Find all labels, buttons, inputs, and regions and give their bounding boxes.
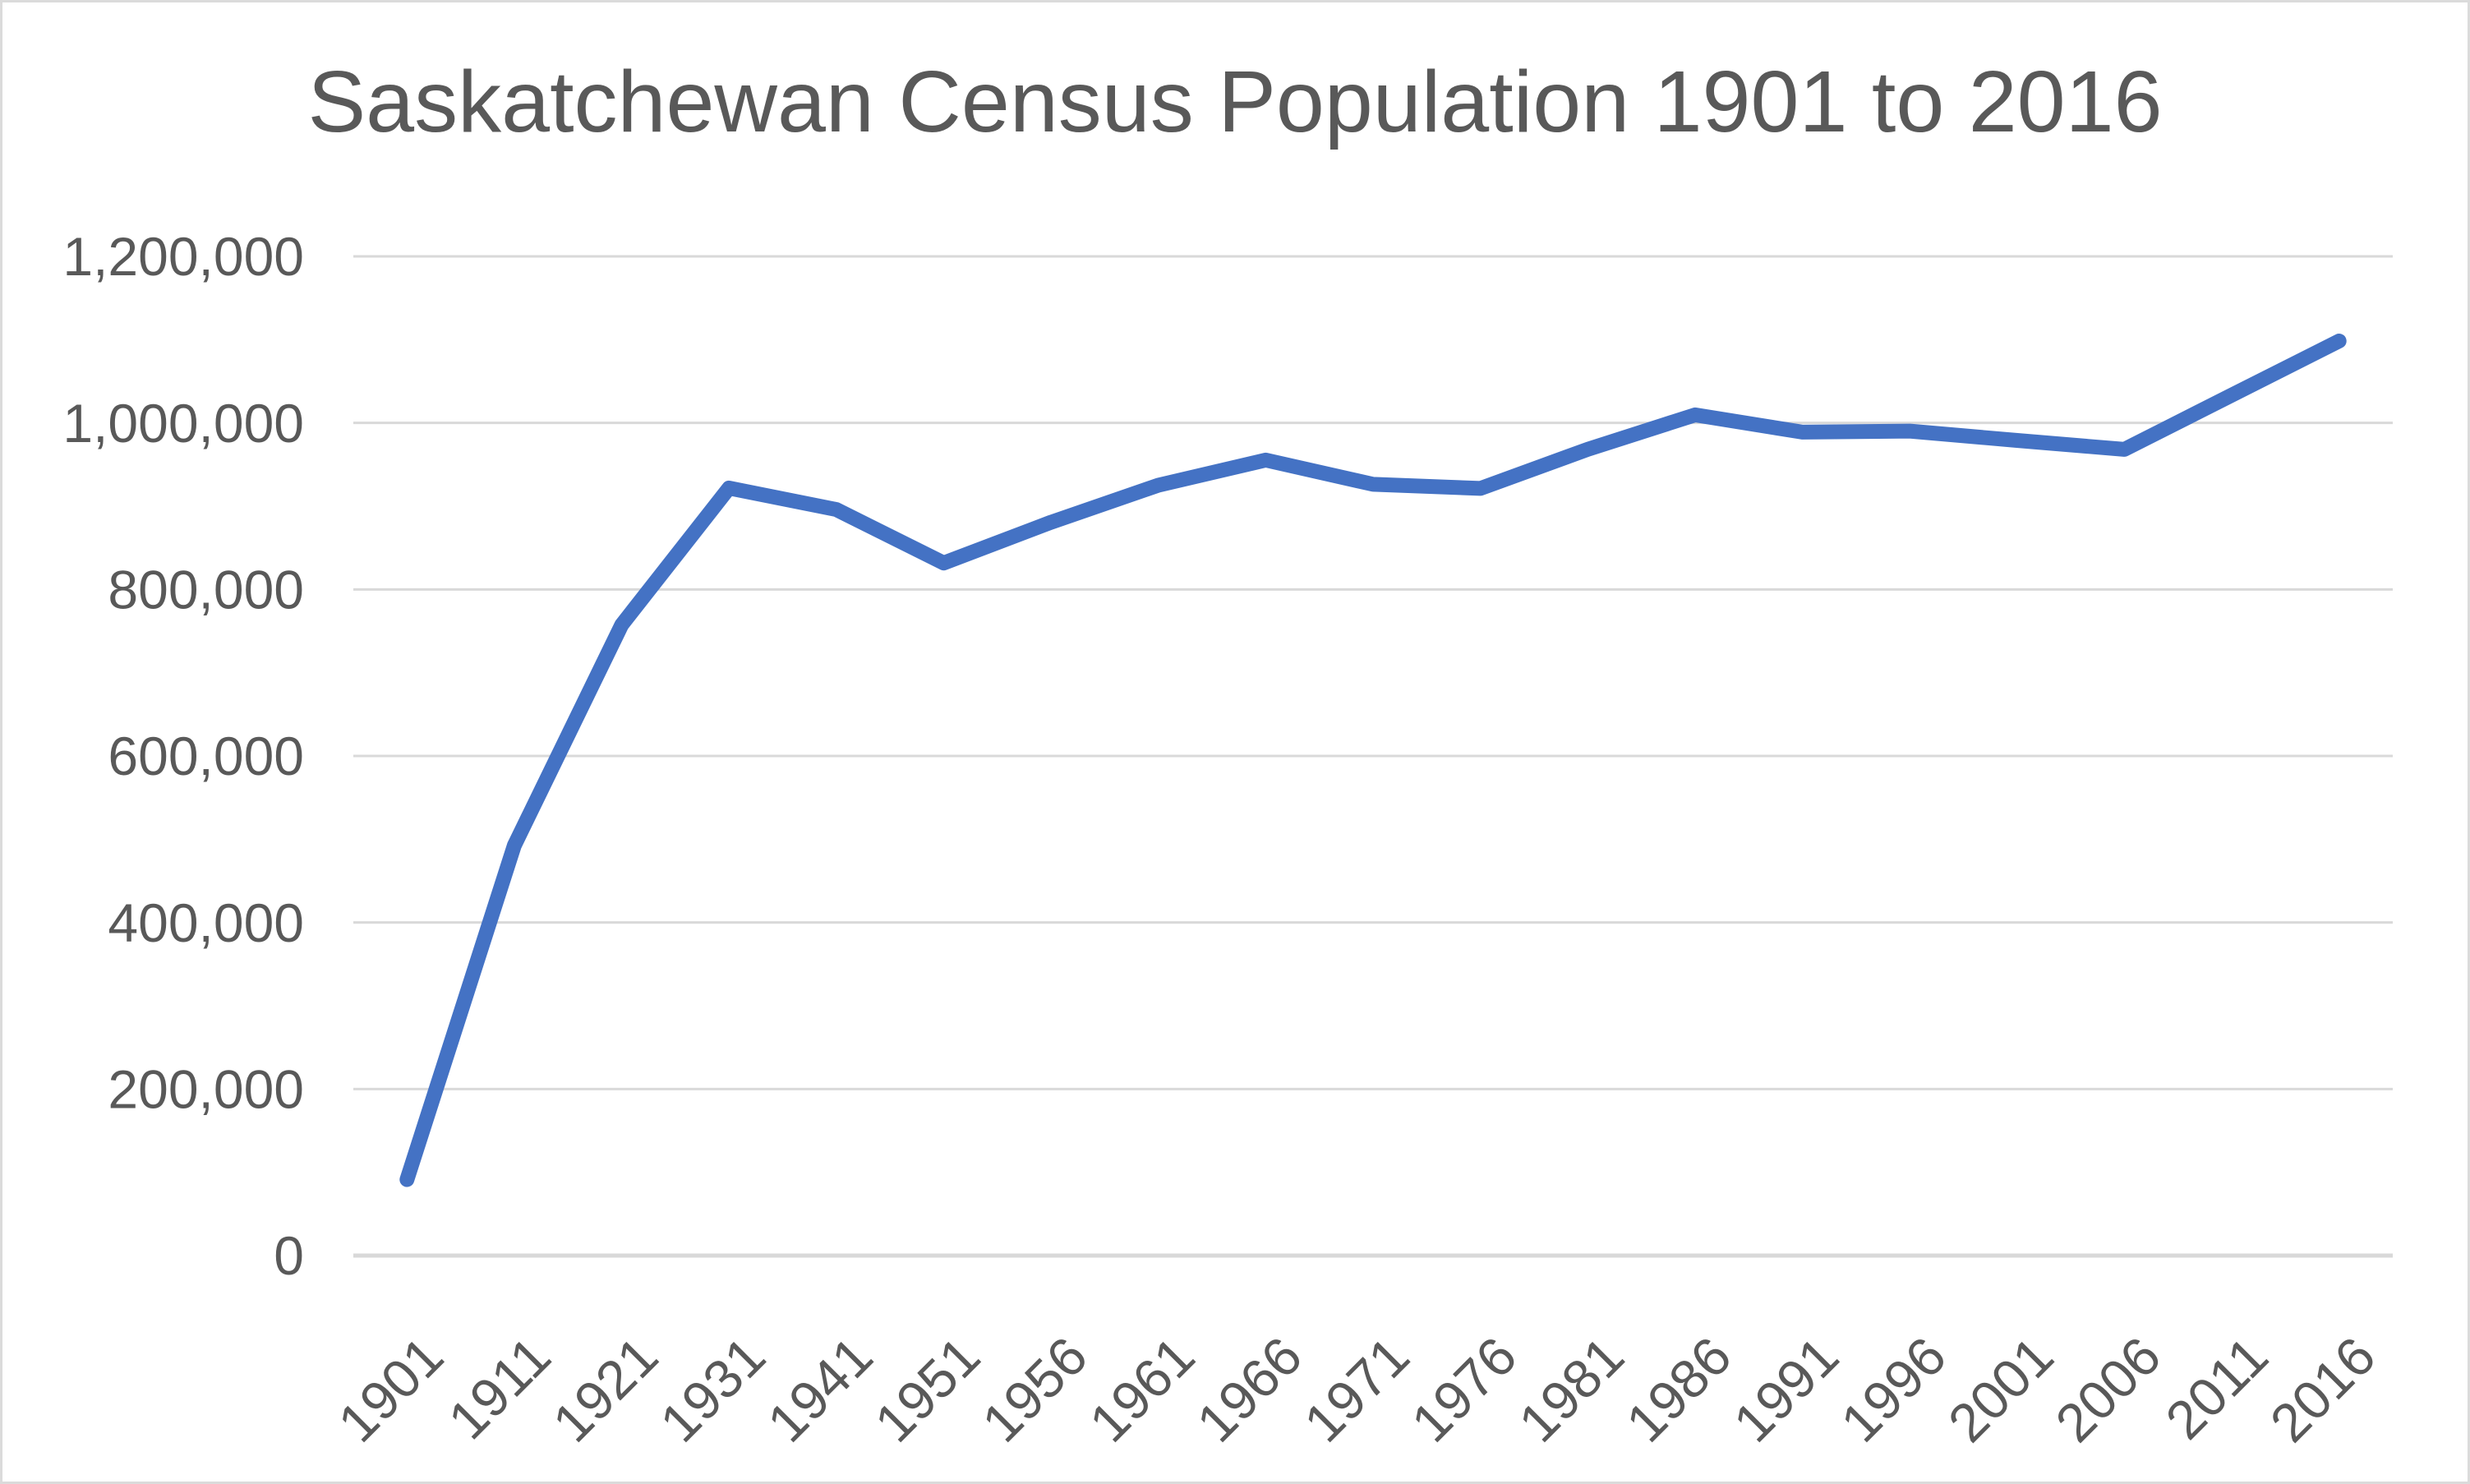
y-axis-tick-label: 400,000 [108,892,304,953]
x-axis-tick-label: 1961 [1077,1325,1205,1454]
x-axis-tick-label: 2006 [2044,1325,2172,1454]
y-axis-tick-label: 800,000 [108,559,304,620]
y-axis-tick-label: 600,000 [108,726,304,786]
chart-title: Saskatchewan Census Population 1901 to 2… [307,53,2163,150]
x-axis-tick-label: 1981 [1507,1325,1635,1454]
x-axis-tick-label: 1931 [648,1325,776,1454]
y-axis-tick-label: 1,000,000 [62,393,304,454]
x-axis-tick-label: 1986 [1615,1325,1743,1454]
x-axis-tick-label: 1911 [436,1325,562,1451]
x-axis-tick-label: 1956 [970,1325,1099,1454]
y-axis-tick-label: 1,200,000 [62,226,304,287]
y-axis-tick-label: 200,000 [108,1058,304,1119]
x-axis-tick-label: 2011 [2154,1325,2279,1451]
x-axis-tick-label: 1991 [1721,1325,1850,1454]
x-axis-tick-label: 1951 [863,1325,991,1454]
y-axis-tick-label: 0 [274,1225,304,1286]
x-axis-tick-label: 1921 [541,1325,669,1454]
x-axis-tick-label: 1976 [1399,1325,1528,1454]
x-axis-tick-label: 1971 [1293,1325,1421,1454]
x-axis-tick-label: 2001 [1937,1325,2065,1454]
x-axis-tick-label: 2016 [2258,1325,2386,1454]
x-axis-tick-label: 1901 [326,1325,454,1454]
x-axis-tick-label: 1941 [756,1325,884,1454]
x-axis-tick-label: 1966 [1185,1325,1313,1454]
population-series-line [399,334,2347,1187]
x-axis-tick-label: 1996 [1829,1325,1957,1454]
